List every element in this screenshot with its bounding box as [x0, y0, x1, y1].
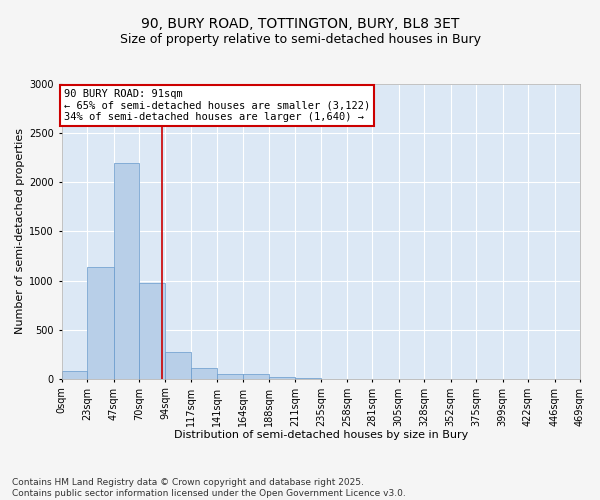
X-axis label: Distribution of semi-detached houses by size in Bury: Distribution of semi-detached houses by …: [173, 430, 468, 440]
Bar: [113, 162, 139, 379]
Text: 90 BURY ROAD: 91sqm
← 65% of semi-detached houses are smaller (3,122)
34% of sem: 90 BURY ROAD: 91sqm ← 65% of semi-detach…: [64, 89, 370, 122]
Bar: [62, 372, 87, 379]
Bar: [217, 374, 243, 379]
Bar: [166, 352, 191, 379]
Bar: [87, 267, 113, 379]
Y-axis label: Number of semi-detached properties: Number of semi-detached properties: [15, 128, 25, 334]
Text: Size of property relative to semi-detached houses in Bury: Size of property relative to semi-detach…: [119, 32, 481, 46]
Bar: [139, 284, 166, 379]
Bar: [269, 377, 295, 379]
Bar: [191, 368, 217, 379]
Text: 90, BURY ROAD, TOTTINGTON, BURY, BL8 3ET: 90, BURY ROAD, TOTTINGTON, BURY, BL8 3ET: [141, 18, 459, 32]
Text: Contains HM Land Registry data © Crown copyright and database right 2025.
Contai: Contains HM Land Registry data © Crown c…: [12, 478, 406, 498]
Bar: [243, 374, 269, 379]
